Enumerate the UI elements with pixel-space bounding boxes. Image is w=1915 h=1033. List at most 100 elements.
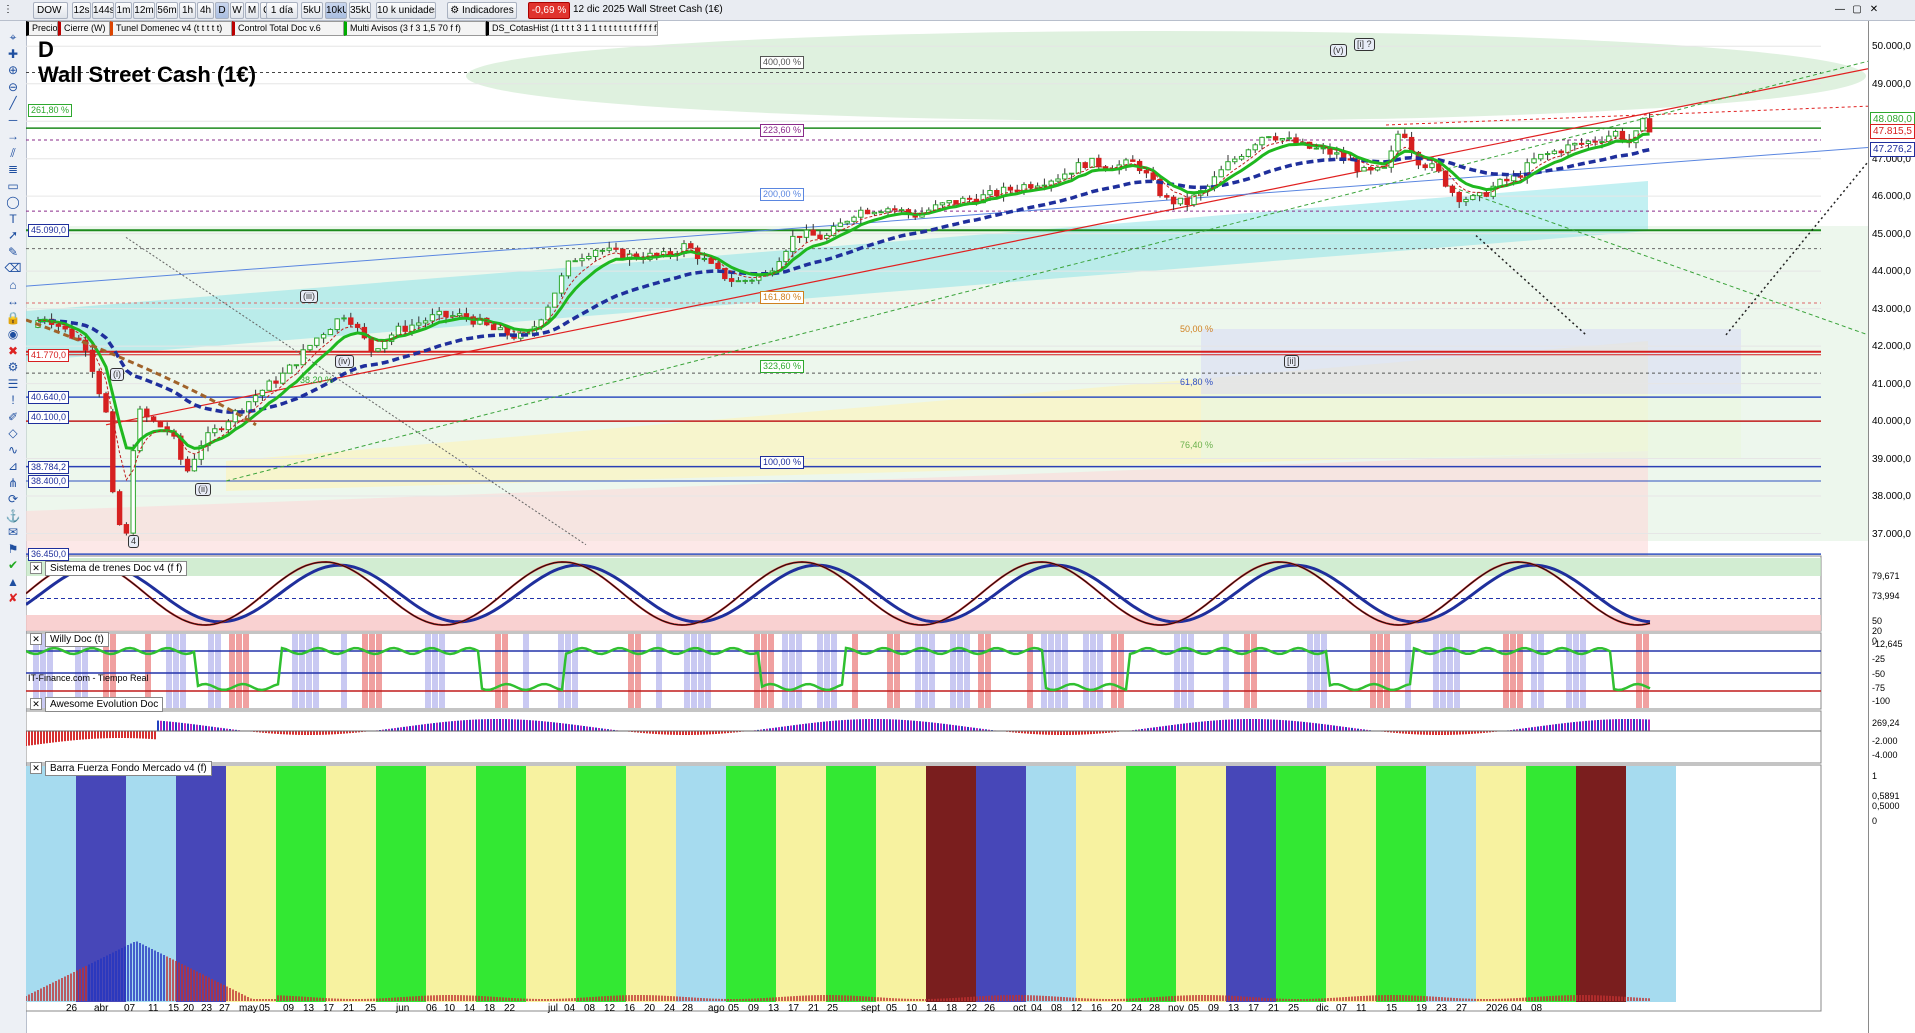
willy-line — [26, 646, 1651, 692]
timeframe-button-d[interactable]: D — [215, 2, 229, 19]
candle-body — [1565, 144, 1571, 154]
horizontal-line-icon[interactable]: ─ — [8, 112, 18, 127]
time-axis-label: 20 — [183, 1003, 195, 1014]
force-block — [1026, 766, 1076, 1002]
indicator-tab[interactable]: Precio — [26, 21, 58, 36]
panel-close-icon[interactable]: ✕ — [30, 698, 42, 710]
settings-icon[interactable]: ⚙ — [7, 360, 19, 374]
timeframe-button-144s[interactable]: 144s — [92, 2, 114, 19]
candle-body — [1368, 166, 1374, 171]
timeframe-button-12s[interactable]: 12s — [72, 2, 91, 19]
timeframe-button-m[interactable]: M — [245, 2, 259, 19]
candle-body — [1062, 173, 1068, 180]
timeframe-button-1m[interactable]: 1m — [115, 2, 132, 19]
delete-icon[interactable]: ✘ — [7, 591, 19, 605]
candle-body — [490, 324, 497, 331]
indicator-tab[interactable]: Multi Avisos (3 f 3 1,5 70 f f) — [344, 21, 486, 36]
pencil-icon[interactable]: ✎ — [7, 244, 19, 259]
elliott-wave-label[interactable]: (iv) — [335, 355, 354, 368]
timeframe-button-4h[interactable]: 4h — [197, 2, 214, 19]
left-level-tag: 40.100,0 — [28, 411, 70, 425]
willy-bar — [831, 634, 837, 708]
elliott-wave-label[interactable]: (v) — [1330, 44, 1347, 57]
trendline-icon[interactable]: ╱ — [9, 96, 17, 110]
willy-bar — [698, 634, 704, 708]
indicator-tab[interactable]: Control Total Doc v.6 — [232, 21, 344, 36]
elliott-wave-label[interactable]: 4 — [128, 535, 140, 548]
timeframe-button-1h[interactable]: 1h — [179, 2, 196, 19]
elliott-wave-label[interactable]: [i] ? — [1354, 38, 1375, 51]
arrow-icon[interactable]: ➚ — [7, 228, 19, 242]
unit-button-35ku[interactable]: 35kU — [349, 2, 371, 19]
panel-close-icon[interactable]: ✕ — [30, 762, 42, 774]
candle-body — [191, 458, 198, 472]
minimize-icon[interactable]: — — [1835, 4, 1845, 15]
crosshair-icon[interactable]: ✚ — [7, 46, 19, 61]
measure-icon[interactable]: ↔ — [7, 294, 19, 308]
elliott-wave-label[interactable]: [ii] — [1284, 355, 1299, 368]
candle-body — [293, 364, 300, 367]
time-axis-label: 09 — [283, 1003, 295, 1014]
price-axis[interactable] — [1868, 21, 1915, 1033]
time-axis-label: 07 — [124, 1003, 136, 1014]
elliott-icon[interactable]: ∿ — [7, 442, 19, 457]
willy-bar — [915, 634, 921, 708]
check-icon[interactable]: ✔ — [7, 558, 19, 572]
indicator-tab[interactable]: DS_CotasHist (1 t t t 3 1 1 t t t t t t … — [486, 21, 658, 36]
alert-icon[interactable]: ! — [11, 393, 15, 407]
gann-icon[interactable]: ⊿ — [7, 459, 19, 473]
indicator-tab[interactable]: Cierre (W) — [58, 21, 110, 36]
indicators-button[interactable]: ⚙ Indicadores — [447, 2, 517, 19]
candle-body — [796, 235, 803, 238]
price-axis-label: 42.000,0 — [1872, 341, 1911, 353]
layers-icon[interactable]: ☰ — [7, 376, 19, 391]
cursor-icon[interactable]: ⌖ — [9, 30, 17, 44]
cycle-icon[interactable]: ⟳ — [7, 492, 19, 506]
time-axis-label: 17 — [788, 1003, 800, 1014]
unit-button-5ku[interactable]: 5kU — [301, 2, 323, 19]
channel-icon[interactable]: ⫽ — [10, 145, 16, 160]
time-axis-label: jun — [396, 1003, 410, 1014]
ellipse-icon[interactable]: ◯ — [6, 195, 20, 209]
symbol-selector[interactable]: DOW — [33, 2, 68, 19]
panel-close-icon[interactable]: ✕ — [30, 633, 42, 645]
willy-bar — [208, 634, 214, 708]
zoom-out-icon[interactable]: ⊖ — [7, 79, 19, 94]
close-icon[interactable]: ✕ — [1869, 4, 1879, 15]
eye-icon[interactable]: ◉ — [7, 327, 19, 341]
eraser-icon[interactable]: ⌫ — [4, 261, 22, 275]
drag-handle-icon[interactable]: ⋮ — [3, 4, 11, 15]
ray-icon[interactable]: → — [7, 129, 19, 143]
maximize-icon[interactable]: ▢ — [1852, 4, 1862, 15]
magnet-icon[interactable]: ⌂ — [9, 277, 17, 292]
lock-icon[interactable]: 🔒 — [5, 310, 21, 325]
timeframe-button-56m[interactable]: 56m — [156, 2, 178, 19]
willy-bar — [894, 634, 900, 708]
elliott-wave-label[interactable]: (ii) — [195, 483, 211, 496]
elliott-wave-label[interactable]: (iii) — [300, 290, 318, 303]
trash-icon[interactable]: ✖ — [7, 343, 19, 358]
text-icon[interactable]: T — [9, 211, 17, 226]
flag-icon[interactable]: ⚑ — [7, 541, 19, 556]
timeframe-button-w[interactable]: W — [230, 2, 244, 19]
pattern-icon[interactable]: ◇ — [8, 426, 18, 440]
pitchfork-icon[interactable]: ⋔ — [7, 475, 19, 490]
indicator-tab[interactable]: Tunel Domenec v4 (t t t t t) — [110, 21, 232, 36]
timeframe-button-12m[interactable]: 12m — [133, 2, 155, 19]
anchor-icon[interactable]: ⚓ — [5, 508, 21, 523]
units-select[interactable]: 10 k unidades — [376, 2, 436, 19]
fibonacci-icon[interactable]: ≣ — [7, 162, 19, 176]
indicator-panel-header: ✕ Barra Fuerza Fondo Mercado v4 (f) — [26, 761, 212, 776]
brush-icon[interactable]: ✐ — [7, 409, 19, 424]
chart-canvas[interactable] — [26, 21, 1868, 1033]
time-axis-label: 13 — [303, 1003, 315, 1014]
panel-close-icon[interactable]: ✕ — [30, 562, 42, 574]
period-select[interactable]: 1 día — [266, 2, 298, 19]
elliott-wave-label[interactable]: (i) — [110, 368, 124, 381]
force-block — [726, 766, 776, 1002]
zoom-in-icon[interactable]: ⊕ — [7, 63, 19, 77]
note-icon[interactable]: ✉ — [7, 525, 19, 539]
unit-button-10ku[interactable]: 10kU — [325, 2, 347, 19]
rectangle-icon[interactable]: ▭ — [7, 178, 19, 193]
bell-icon[interactable]: ▲ — [7, 574, 19, 589]
